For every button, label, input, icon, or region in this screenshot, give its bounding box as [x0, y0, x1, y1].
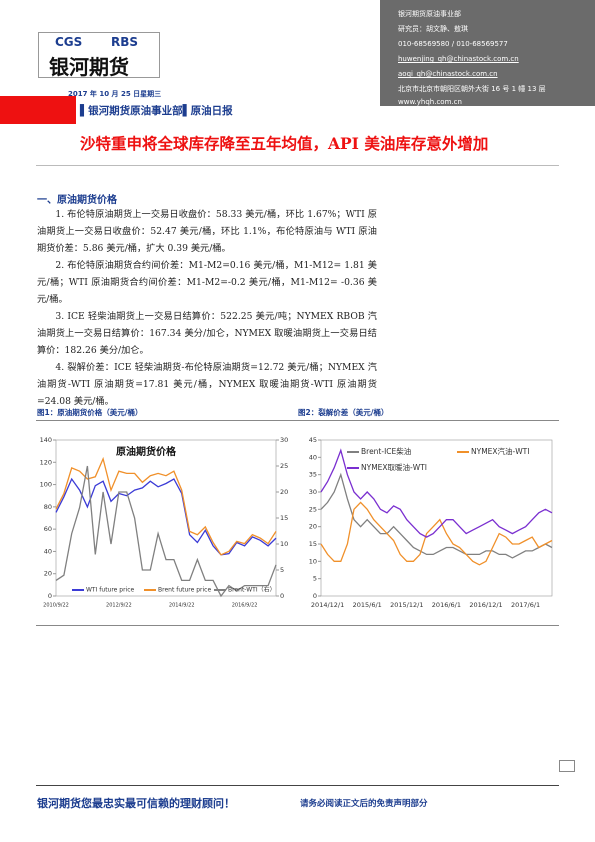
y-tick-label: 60: [44, 525, 52, 533]
x-tick-label: 2017/6/1: [511, 601, 540, 609]
info-line: 研究员：胡文静、敖琪: [398, 25, 468, 33]
x-tick-label: 2016/12/1: [469, 601, 502, 609]
y-tick-label: 45: [309, 436, 317, 444]
department: 银河期货原油事业部: [88, 105, 183, 117]
x-tick-label: 2015/12/1: [390, 601, 423, 609]
y-tick-label: 20: [44, 570, 52, 578]
paragraph: 3. ICE 轻柴油期货上一交易日结算价：522.25 美元/吨；NYMEX R…: [37, 311, 377, 356]
figure-caption: 图1：原油期货价格（美元/桶）: [37, 408, 143, 417]
y-tick-label: 40: [309, 453, 317, 461]
paragraph: 1. 布伦特原油期货上一交易日收盘价：58.33 美元/桶，环比 1.67%；W…: [37, 209, 377, 254]
plot-frame: [320, 439, 553, 597]
footer-disclaimer: 请务必阅读正文后的免责声明部分: [300, 799, 428, 809]
series-line: [320, 501, 553, 566]
rule: [36, 785, 559, 786]
y-tick-label: 5: [313, 575, 317, 583]
series-line: [55, 456, 277, 556]
report: 原油日报: [190, 105, 233, 117]
y-tick-label: 30: [309, 488, 317, 496]
section-heading: 一、原油期货价格: [37, 195, 117, 206]
chart-title: 原油期货价格: [116, 445, 177, 458]
red-bar: [0, 96, 76, 124]
legend-label: Brent-ICE柴油: [361, 446, 411, 456]
y-tick-label: 80: [44, 503, 52, 511]
series-line: [55, 465, 277, 598]
y-tick-label: 25: [309, 505, 317, 513]
rule: [36, 420, 559, 421]
chart: 0 20 40 60 80 100 120 140 0 5 10 15 20 25 30 2010/9/22 2…: [40, 436, 289, 609]
logo-cgs: CGS: [55, 35, 83, 49]
plot-frame: [55, 439, 277, 597]
y-tick-label: 10: [309, 557, 317, 565]
rule: [36, 625, 559, 626]
series-line: [320, 472, 553, 559]
logo-rbs: RBS: [111, 35, 139, 49]
paragraph: 2. 布伦特原油期货合约间价差：M1-M2=0.16 美元/桶，M1-M12= …: [37, 260, 377, 305]
y2-tick-label: 20: [280, 488, 288, 496]
x-tick-label: 2012/9/22: [106, 603, 132, 609]
x-tick-label: 2016/9/22: [232, 603, 258, 609]
paragraphs: 1. 布伦特原油期货上一交易日收盘价：58.33 美元/桶，环比 1.67%；W…: [37, 206, 377, 410]
header-info-box: 银河期货原油事业部 研究员：胡文静、敖琪 010-68569580 / 010-…: [380, 0, 595, 106]
y2-tick-label: 0: [280, 592, 284, 600]
legend-label: NYMEX汽油-WTI: [471, 446, 529, 456]
footer-slogan: 银河期货您最忠实最可信赖的理财顾问！: [37, 797, 235, 810]
y-tick-label: 100: [40, 481, 52, 489]
x-tick-label: 2016/6/1: [432, 601, 461, 609]
y2-tick-label: 15: [280, 514, 288, 522]
info-line: aoqi_qh@chinastock.com.cn: [398, 70, 498, 78]
y2-tick-label: 5: [280, 566, 284, 574]
department-line: ▌银河期货原油事业部▌原油日报: [80, 105, 233, 117]
rule: [36, 165, 559, 166]
x-tick-label: 2014/12/1: [311, 601, 344, 609]
y2-tick-label: 25: [280, 462, 288, 470]
y-tick-label: 15: [309, 540, 317, 548]
x-tick-label: 2015/6/1: [353, 601, 382, 609]
chart: 0 5 10 15 20 25 30 35 40 45 2014/12/1 2015/6/1 2015/…: [309, 436, 553, 609]
y-tick-label: 0: [48, 592, 52, 600]
info-line: huwenjing_qh@chinastock.com.cn: [398, 55, 519, 63]
info-line: 010-68569580 / 010-68569577: [398, 40, 508, 48]
logo: CGS RBS 银河期货: [38, 32, 160, 79]
info-line: 北京市北京市朝阳区朝外大街 16 号 1 幢 13 层: [398, 85, 546, 93]
paragraph: 4. 裂解价差：ICE 轻柴油期货-布伦特原油期货=12.72 美元/桶；NYM…: [37, 362, 377, 407]
title: 沙特重申将全球库存降至五年均值，API 美油库存意外增加: [80, 134, 489, 153]
y-tick-label: 20: [309, 523, 317, 531]
series-line: [320, 448, 553, 538]
y-tick-label: 120: [40, 458, 52, 466]
legend-label: Brent future price: [158, 587, 211, 594]
legend-label: NYMEX取暖油-WTI: [361, 462, 427, 472]
y-tick-label: 35: [309, 471, 317, 479]
x-tick-label: 2010/9/22: [43, 603, 69, 609]
info-line: 银河期货原油事业部: [398, 10, 461, 18]
y2-tick-label: 30: [280, 436, 288, 444]
y2-tick-label: 10: [280, 540, 288, 548]
figure-caption: 图2：裂解价差（美元/桶）: [298, 408, 389, 417]
date: 2017 年 10 月 25 日星期三: [68, 90, 162, 98]
logo-name: 银河期货: [49, 55, 129, 79]
y-tick-label: 40: [44, 547, 52, 555]
legend-label: Brent-WTI（右）: [228, 586, 276, 594]
page-icon: [559, 760, 575, 772]
info-line: www.yhqh.com.cn: [398, 98, 462, 106]
y-tick-label: 0: [313, 592, 317, 600]
y-tick-label: 140: [40, 436, 52, 444]
series-line: [55, 477, 277, 556]
legend-label: WTI future price: [86, 587, 135, 594]
x-tick-label: 2014/9/22: [169, 603, 195, 609]
